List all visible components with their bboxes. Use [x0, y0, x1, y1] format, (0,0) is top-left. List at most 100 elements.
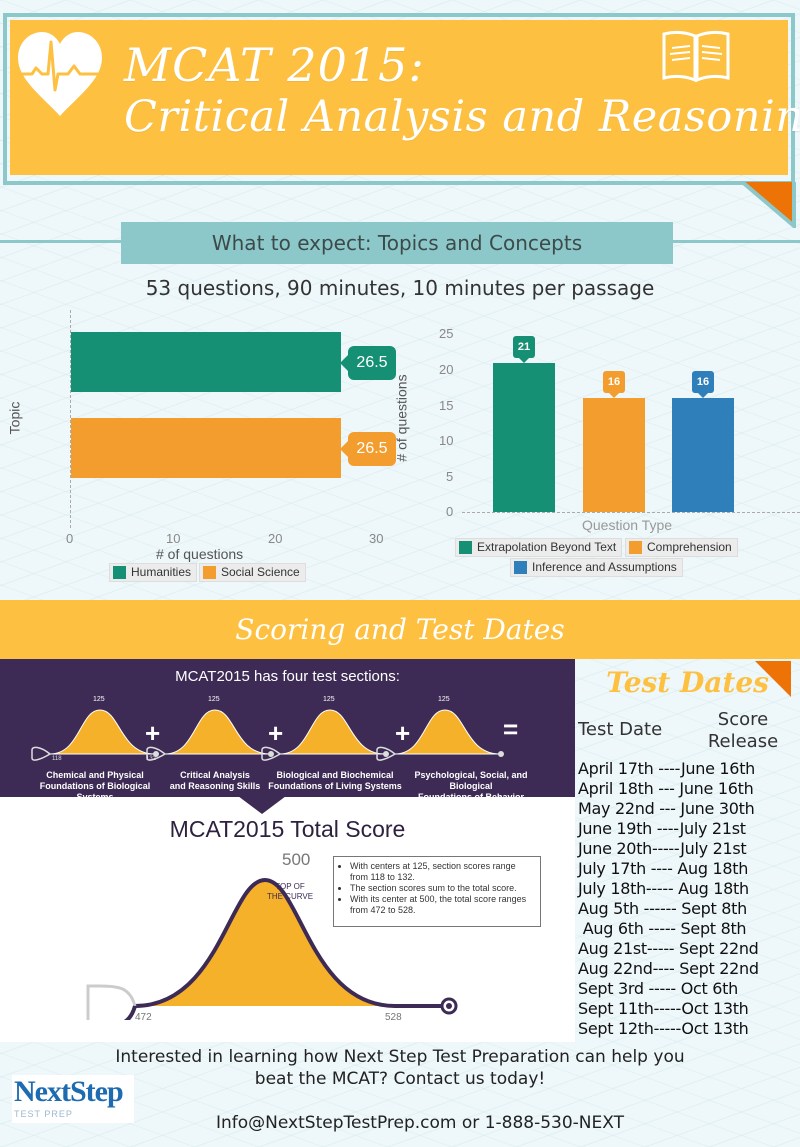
- legend-label: Comprehension: [647, 540, 732, 554]
- test-date-row: June 20th-----July 21st: [578, 839, 747, 858]
- section-caption-3: Biological and Biochemical Foundations o…: [260, 770, 410, 792]
- section-curve-2: 125: [145, 696, 280, 766]
- heart-heartbeat-icon: [16, 32, 106, 116]
- column-header-score-release: Score Release: [702, 709, 784, 753]
- top-of-curve-label: TOP OF THE CURVE: [240, 882, 340, 902]
- plus-operator: +: [268, 718, 284, 748]
- four-sections-title: MCAT2015 has four test sections:: [175, 668, 400, 685]
- test-date-row: Aug 22nd---- Sept 22nd: [578, 959, 759, 978]
- x-axis-title: # of questions: [156, 546, 244, 562]
- section-curve-1: 125 118 132: [30, 696, 165, 766]
- test-date-row: May 22nd --- June 30th: [578, 799, 755, 818]
- label-line: THE CURVE: [266, 892, 314, 901]
- total-curve-low: 472: [135, 1012, 152, 1023]
- legend-swatch: [203, 566, 216, 579]
- y-tick: 20: [439, 362, 454, 377]
- legend-swatch: [514, 561, 527, 574]
- header-line: Score: [717, 709, 769, 730]
- x-axis-line: [462, 512, 800, 513]
- caption-line: Foundations of Behavior: [417, 792, 524, 802]
- x-tick: 30: [369, 531, 384, 546]
- y-tick: 0: [446, 504, 454, 519]
- x-axis-title: Question Type: [582, 517, 673, 533]
- curve-low: 118: [52, 756, 62, 762]
- bar-extrapolation[interactable]: [493, 363, 555, 512]
- curve-high: 132: [146, 756, 157, 762]
- x-tick: 20: [268, 531, 283, 546]
- legend-comprehension[interactable]: Comprehension: [625, 538, 738, 557]
- column-header-test-date: Test Date: [578, 719, 663, 740]
- bar-comprehension[interactable]: [583, 398, 645, 512]
- section-caption-2: Critical Analysis and Reasoning Skills: [140, 770, 290, 792]
- legend-inference[interactable]: Inference and Assumptions: [510, 558, 683, 577]
- header-line: Release: [707, 731, 779, 752]
- cta-line: beat the MCAT? Contact us today!: [254, 1069, 546, 1089]
- test-date-row: April 18th --- June 16th: [578, 779, 754, 798]
- x-tick: 10: [166, 531, 181, 546]
- curve-center: 125: [323, 696, 335, 703]
- y-tick: 15: [439, 398, 454, 413]
- test-date-row: April 17th ----June 16th: [578, 759, 756, 778]
- contact-info[interactable]: Info@NextStepTestPrep.com or 1-888-530-N…: [216, 1113, 624, 1133]
- scoring-notes-box: With centers at 125, section scores rang…: [333, 856, 541, 927]
- bell-curve-icon: [261, 709, 389, 761]
- title-line-2: Critical Analysis and Reasoning: [124, 92, 800, 142]
- title-line-1: MCAT 2015:: [124, 38, 425, 92]
- legend-swatch: [629, 541, 642, 554]
- caption-line: Foundations of Living Systems: [268, 781, 402, 791]
- plus-operator: +: [395, 718, 411, 748]
- test-date-row: Aug 6th ----- Sept 8th: [578, 919, 747, 938]
- x-tick: 0: [66, 531, 74, 546]
- legend-social-science[interactable]: Social Science: [199, 563, 306, 582]
- question-type-bar-chart: # of questions 25 20 15 10 5 0 21 16 16 …: [394, 300, 800, 590]
- caption-line: and Reasoning Skills: [169, 781, 261, 791]
- bell-curve-icon: [146, 709, 274, 761]
- bar-social-science[interactable]: [71, 418, 341, 478]
- legend-humanities[interactable]: Humanities: [109, 563, 198, 582]
- caption-line: Psychological, Social, and Biological: [414, 770, 528, 791]
- note-item: The section scores sum to the total scor…: [350, 883, 534, 894]
- panel-notch: [238, 796, 286, 814]
- section-heading-scoring: Scoring and Test Dates: [0, 600, 800, 659]
- test-dates-corner: [755, 661, 791, 697]
- caption-line: Critical Analysis: [180, 770, 250, 780]
- y-tick: 5: [446, 469, 454, 484]
- bar-humanities[interactable]: [71, 332, 341, 392]
- caption-line: Foundations of Biological Systems: [39, 781, 151, 802]
- legend-label: Inference and Assumptions: [532, 560, 677, 574]
- value-label-inference: 16: [692, 371, 714, 398]
- section-caption-1: Chemical and Physical Foundations of Bio…: [20, 770, 170, 803]
- value-label-humanities: 26.5: [340, 346, 396, 380]
- curve-center: 125: [208, 696, 220, 703]
- test-dates-title: Test Dates: [606, 666, 769, 699]
- y-tick: 25: [439, 326, 454, 341]
- bell-curve-icon: [31, 709, 159, 761]
- topic-bar-chart: Topic 26.5 26.5 0 10 20 30 # of question…: [0, 300, 420, 590]
- legend-label: Extrapolation Beyond Text: [477, 540, 617, 554]
- legend-swatch: [459, 541, 472, 554]
- exam-summary: 53 questions, 90 minutes, 10 minutes per…: [145, 276, 655, 300]
- legend-extrapolation[interactable]: Extrapolation Beyond Text: [455, 538, 623, 557]
- logo-wordmark: NextStep: [14, 1075, 124, 1108]
- cta-line: Interested in learning how Next Step Tes…: [115, 1047, 685, 1067]
- value-label-social-science: 26.5: [340, 432, 396, 466]
- test-date-row: July 18th----- Aug 18th: [578, 879, 749, 898]
- note-item: With its center at 500, the total score …: [350, 894, 534, 916]
- total-score-bell-curve: [86, 877, 458, 1020]
- test-date-row: Sept 11th-----Oct 13th: [578, 999, 749, 1018]
- header-banner: [10, 20, 788, 175]
- y-tick: 10: [439, 433, 454, 448]
- bar-inference[interactable]: [672, 398, 734, 512]
- total-curve-high: 528: [385, 1012, 402, 1023]
- total-curve-center: 500: [282, 850, 311, 869]
- nextstep-logo[interactable]: NextStep TEST PREP: [12, 1075, 134, 1123]
- total-score-title: MCAT2015 Total Score: [169, 816, 406, 842]
- value-label-comprehension: 16: [603, 371, 625, 398]
- legend-label: Humanities: [131, 565, 192, 579]
- note-item: With centers at 125, section scores rang…: [350, 861, 534, 883]
- section-heading-topics: What to expect: Topics and Concepts: [121, 222, 673, 264]
- value-label-extrapolation: 21: [513, 336, 535, 363]
- y-axis-line: [70, 310, 71, 528]
- y-axis-title: # of questions: [393, 374, 410, 462]
- test-date-row: Sept 3rd ----- Oct 6th: [578, 979, 738, 998]
